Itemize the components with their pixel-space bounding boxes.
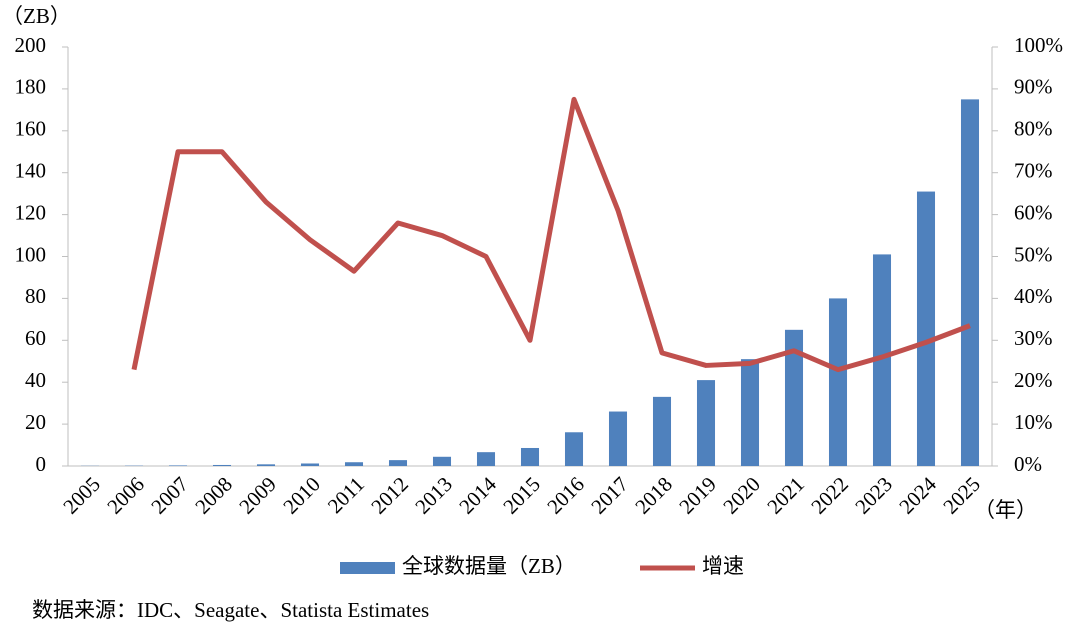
x-tick-label: 2012 <box>366 472 413 519</box>
bar <box>212 464 232 466</box>
y-tick-label: 80 <box>25 284 46 308</box>
bar <box>168 465 188 466</box>
x-tick-label: 2014 <box>454 472 501 519</box>
bar <box>300 463 320 466</box>
y-tick-label: 140 <box>15 159 47 183</box>
bar <box>256 464 276 466</box>
y2-tick-label: 10% <box>1014 410 1053 434</box>
x-tick-label: 2013 <box>410 472 457 519</box>
bar <box>960 99 980 466</box>
x-tick-label: 2009 <box>234 472 281 519</box>
bar <box>784 329 804 466</box>
y2-tick-label: 0% <box>1014 452 1042 476</box>
y2-tick-label: 40% <box>1014 284 1053 308</box>
bar <box>476 452 496 466</box>
source: 数据来源：IDC、Seagate、Statista Estimates <box>32 598 429 622</box>
bar <box>344 462 364 466</box>
x-tick-label: 2008 <box>190 472 237 519</box>
bar <box>872 254 892 466</box>
bar <box>564 432 584 466</box>
y2-tick-label: 50% <box>1014 242 1053 266</box>
legend-swatch <box>340 562 395 574</box>
x-tick-label: 2011 <box>323 472 369 518</box>
x-tick-label: 2016 <box>542 472 589 519</box>
x-tick-label: 2020 <box>718 472 765 519</box>
x-tick-label: 2007 <box>146 472 193 519</box>
x-tick-label: 2024 <box>894 472 941 519</box>
y-tick-label: 40 <box>25 368 46 392</box>
x-tick-label: 2005 <box>58 472 105 519</box>
y-axis-label: （ZB） <box>2 4 71 28</box>
bar <box>696 380 716 466</box>
y-tick-label: 20 <box>25 410 46 434</box>
x-tick-label: 2022 <box>806 472 853 519</box>
x-tick-label: 2006 <box>102 472 149 519</box>
bar <box>388 460 408 466</box>
bar <box>608 411 628 466</box>
x-tick-label: 2015 <box>498 472 545 519</box>
x-tick-label: 2017 <box>586 472 633 519</box>
y-tick-label: 200 <box>15 33 47 57</box>
bar <box>740 359 760 466</box>
y2-tick-label: 30% <box>1014 326 1053 350</box>
y2-tick-label: 80% <box>1014 117 1053 141</box>
x-tick-label: 2010 <box>278 472 325 519</box>
y2-tick-label: 100% <box>1014 33 1063 57</box>
x-tick-label: 2021 <box>762 472 809 519</box>
y-tick-label: 160 <box>15 117 47 141</box>
y-tick-label: 120 <box>15 200 47 224</box>
y-tick-label: 100 <box>15 242 47 266</box>
bar <box>652 396 672 466</box>
bar <box>916 191 936 466</box>
line <box>131 96 971 373</box>
y-tick-label: 60 <box>25 326 46 350</box>
x-tick-label: 2023 <box>850 472 897 519</box>
bar <box>520 447 540 466</box>
y2-tick-label: 20% <box>1014 368 1053 392</box>
y-tick-label: 0 <box>36 452 47 476</box>
y-tick-label: 180 <box>15 75 47 99</box>
bar <box>432 456 452 466</box>
x-tick-label: 2018 <box>630 472 677 519</box>
legend-label: 全球数据量（ZB） <box>402 554 576 578</box>
y2-tick-label: 90% <box>1014 75 1053 99</box>
x-axis-unit: （年） <box>974 498 1037 522</box>
x-tick-label: 2019 <box>674 472 721 519</box>
y2-tick-label: 60% <box>1014 200 1053 224</box>
y2-tick-label: 70% <box>1014 159 1053 183</box>
legend-label: 增速 <box>702 554 744 578</box>
bar <box>828 298 848 466</box>
